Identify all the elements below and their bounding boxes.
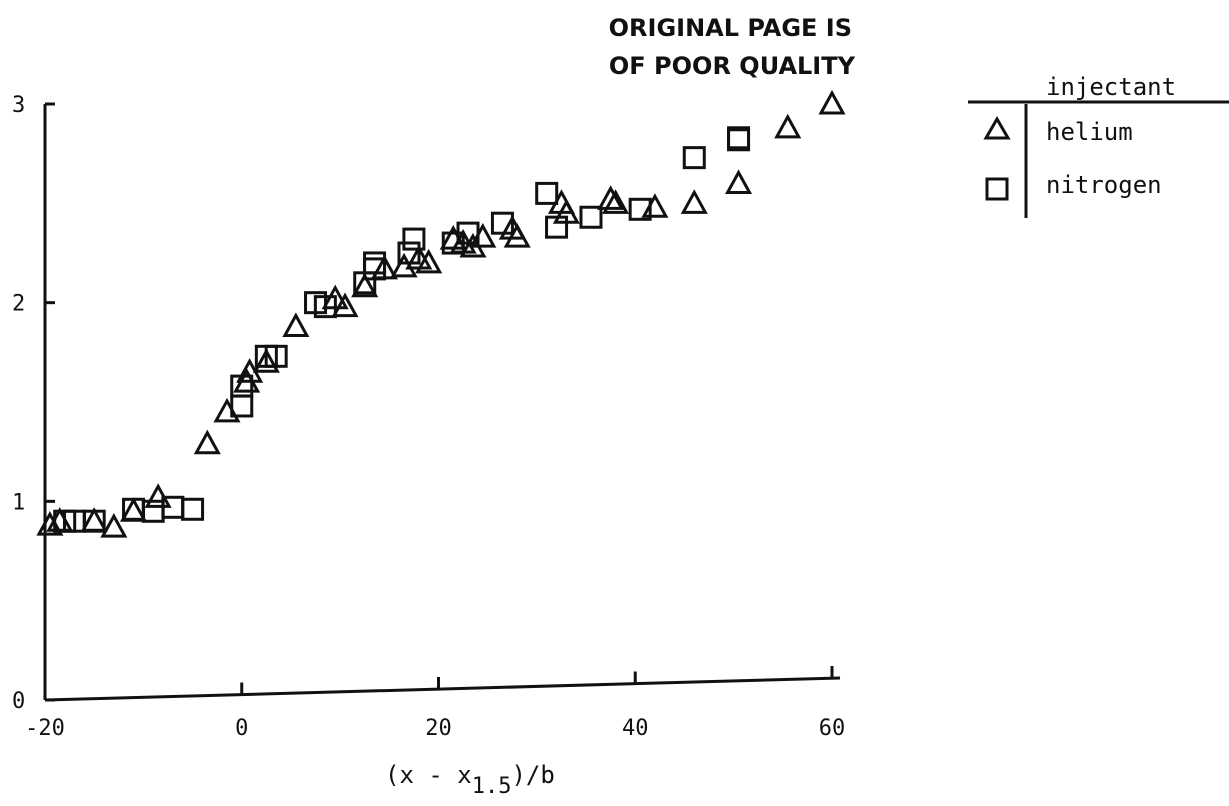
nitrogen-point (363, 251, 387, 275)
y-tick-label: 1 (12, 490, 25, 515)
y-tick-label: 0 (12, 689, 25, 714)
stamp-line-2: OF POOR QUALITY (609, 52, 856, 80)
stamp-line-1: ORIGINAL PAGE IS (609, 14, 852, 42)
helium-point (331, 292, 359, 318)
nitrogen-point (490, 211, 514, 235)
nitrogen-point (82, 509, 106, 533)
helium-point (100, 513, 128, 538)
helium-point (725, 169, 753, 194)
helium-point (597, 185, 625, 210)
legend-helium-triangle-icon (983, 116, 1011, 140)
legend-helium-label: helium (1046, 118, 1133, 146)
helium-point (80, 507, 108, 532)
helium-point (252, 348, 280, 373)
x-axis-label-main: (x - x (385, 761, 472, 789)
nitrogen-point (397, 241, 421, 265)
helium-point (680, 189, 708, 214)
data-marks (36, 89, 846, 538)
nitrogen-point (402, 227, 426, 251)
nitrogen-point (682, 146, 706, 170)
nitrogen-point (230, 374, 254, 398)
nitrogen-point (313, 295, 337, 319)
helium-point (119, 497, 148, 522)
y-tick-label: 3 (12, 93, 25, 118)
helium-point (602, 189, 630, 214)
helium-point (193, 429, 221, 455)
x-tick-label: 20 (425, 716, 452, 741)
legend: injectant helium nitrogen (968, 73, 1229, 218)
x-axis-label-subscript: 1.5 (472, 774, 512, 799)
x-axis-label: (x - x1.5)/b (385, 761, 555, 799)
nitrogen-point (535, 181, 559, 205)
nitrogen-point (579, 205, 603, 229)
y-tick-label: 2 (12, 292, 25, 317)
x-tick-label: 0 (235, 716, 248, 741)
nitrogen-point (628, 197, 652, 221)
x-tick-label: 60 (819, 716, 846, 741)
nitrogen-point (181, 497, 205, 521)
legend-nitrogen-label: nitrogen (1046, 171, 1162, 199)
helium-point (282, 312, 310, 338)
nitrogen-point (264, 344, 288, 368)
plot-axes (43, 104, 841, 702)
nitrogen-point (456, 221, 480, 245)
x-tick-label: -20 (25, 716, 65, 741)
helium-point (213, 397, 241, 423)
nitrogen-point (727, 128, 751, 152)
x-tick-label: 40 (622, 716, 649, 741)
x-axis-line (44, 676, 841, 702)
legend-title: injectant (1046, 73, 1176, 101)
helium-point (503, 222, 531, 248)
nitrogen-point (141, 499, 165, 523)
helium-point (351, 272, 379, 298)
legend-nitrogen-square-icon (985, 177, 1009, 201)
nitrogen-point (545, 215, 569, 239)
helium-point (415, 248, 443, 274)
axis-ticks (43, 102, 834, 702)
helium-point (774, 113, 802, 139)
x-axis-label-tail: )/b (511, 761, 554, 789)
helium-point (818, 89, 846, 115)
